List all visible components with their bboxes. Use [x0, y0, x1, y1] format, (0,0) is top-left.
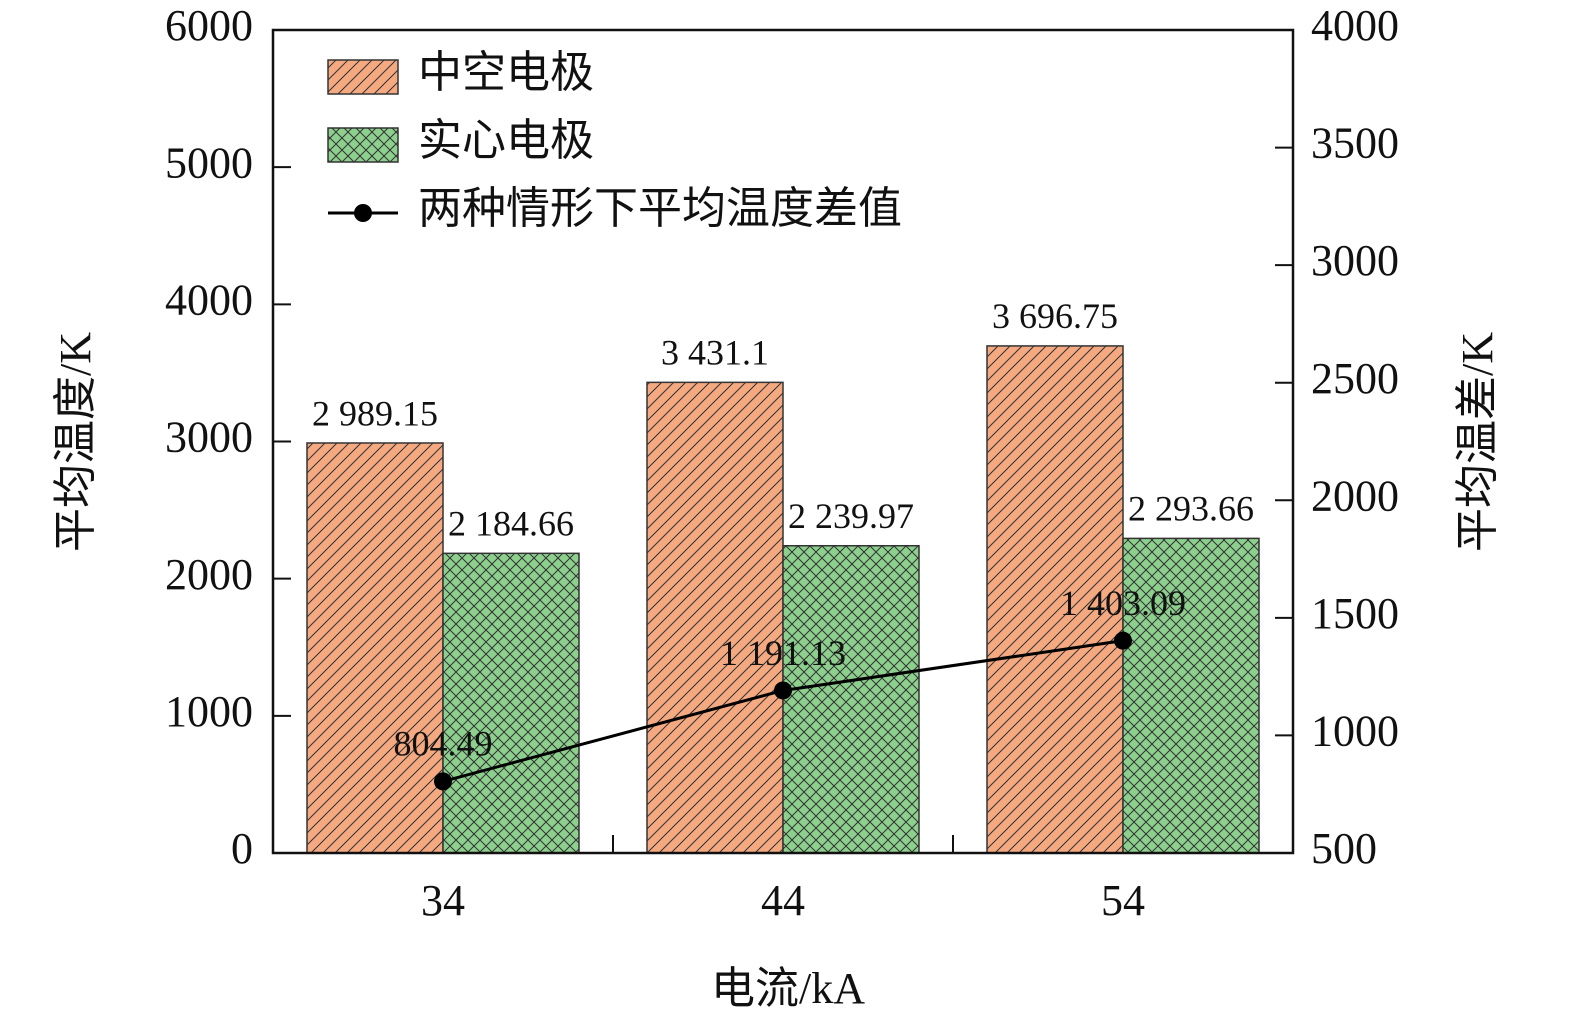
- x-axis-label: 电流/kA: [711, 964, 865, 1013]
- y2-tick-label: 1000: [1311, 707, 1399, 756]
- y2-tick-label: 2500: [1311, 354, 1399, 403]
- value-label: 2 293.66: [1128, 489, 1254, 529]
- bar: [782, 545, 920, 854]
- y-tick-label: 6000: [165, 1, 253, 50]
- line-point: [774, 681, 792, 700]
- y-tick-label: 5000: [165, 138, 253, 187]
- y-tick-label: 3000: [165, 413, 253, 462]
- value-label: 3 696.75: [992, 296, 1118, 336]
- y-axis-label: 平均温度/K: [51, 332, 100, 552]
- y2-tick-label: 3000: [1311, 236, 1399, 285]
- y2-axis-label: 平均温差/K: [1453, 332, 1502, 552]
- value-label: 2 184.66: [448, 504, 574, 544]
- y2-tick-label: 1500: [1311, 589, 1399, 638]
- x-tick-label: 44: [761, 876, 805, 925]
- legend-swatch: [327, 127, 399, 163]
- legend-swatch: [327, 59, 399, 95]
- y2-tick-label: 2000: [1311, 471, 1399, 520]
- bar: [646, 381, 784, 854]
- legend-marker: [354, 204, 372, 222]
- y2-tick-label: 4000: [1311, 1, 1399, 50]
- value-label: 3 431.1: [661, 333, 769, 373]
- plot-frame: [271, 28, 1295, 855]
- y2-tick-label: 500: [1311, 824, 1377, 873]
- bar: [442, 552, 580, 854]
- line-point: [1114, 631, 1132, 650]
- legend-label: 中空电极: [418, 48, 594, 97]
- value-label: 2 989.15: [312, 393, 438, 433]
- value-label: 804.49: [394, 724, 493, 764]
- y-tick-label: 2000: [165, 550, 253, 599]
- x-tick-label: 54: [1101, 876, 1145, 925]
- value-label: 1 191.13: [720, 633, 846, 673]
- value-label: 2 239.97: [788, 496, 914, 536]
- y-tick-label: 4000: [165, 275, 253, 324]
- x-tick-label: 34: [421, 876, 465, 925]
- y-tick-label: 0: [231, 824, 253, 873]
- bar: [986, 345, 1124, 854]
- legend-label: 两种情形下平均温度差值: [418, 184, 902, 233]
- bar: [306, 442, 444, 854]
- legend-label: 实心电极: [418, 116, 594, 165]
- line-point: [434, 772, 452, 791]
- y2-tick-label: 3500: [1311, 119, 1399, 168]
- value-label: 1 403.09: [1060, 583, 1186, 623]
- bar: [1122, 537, 1260, 854]
- y-tick-label: 1000: [165, 687, 253, 736]
